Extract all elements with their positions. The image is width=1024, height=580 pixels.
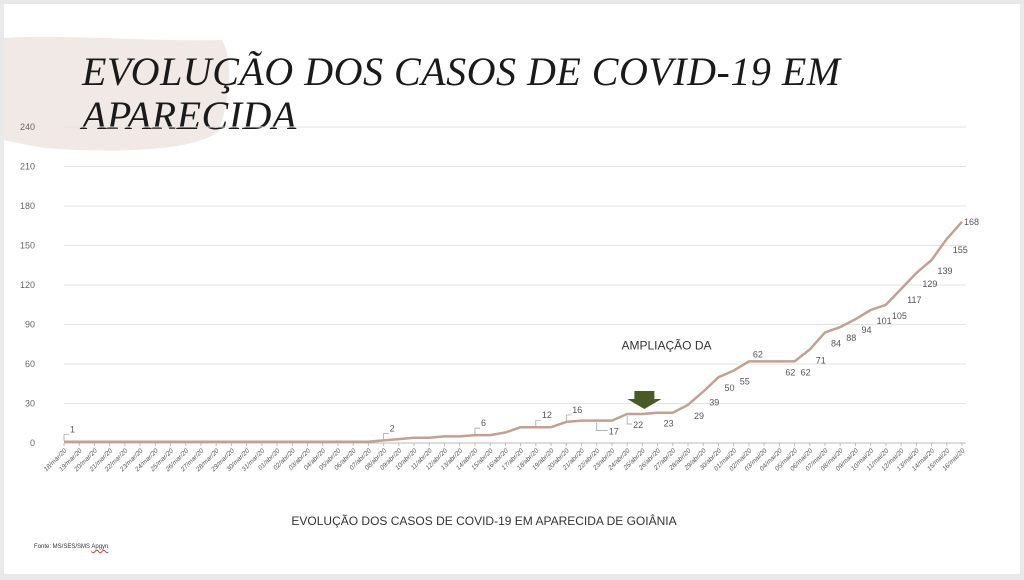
data-label: 139 xyxy=(938,266,953,276)
arrow-down-icon xyxy=(627,391,662,410)
data-label: 23 xyxy=(664,419,674,429)
y-tick-label: 210 xyxy=(20,162,35,172)
data-label-leader xyxy=(383,433,389,440)
data-label-leader xyxy=(565,414,572,421)
data-label: 22 xyxy=(633,420,643,430)
y-tick-label: 0 xyxy=(30,438,35,448)
data-label: 88 xyxy=(846,333,856,343)
data-label: 62 xyxy=(785,367,795,377)
data-label: 62 xyxy=(753,349,763,359)
y-tick-label: 120 xyxy=(20,280,35,290)
data-label-leader xyxy=(626,416,633,425)
source-note: Fonte: MS/SES/SMS Apgyn xyxy=(34,544,108,550)
data-label: 105 xyxy=(892,311,907,321)
data-label: 155 xyxy=(953,245,968,255)
data-label: 17 xyxy=(609,427,619,437)
data-label: 55 xyxy=(740,377,750,387)
data-label: 12 xyxy=(542,410,552,420)
data-label-leader xyxy=(474,427,480,435)
data-label: 84 xyxy=(831,338,841,348)
data-label: 29 xyxy=(694,411,704,421)
series-line-cases xyxy=(64,220,963,443)
data-label: 71 xyxy=(816,356,826,366)
data-label: 2 xyxy=(390,423,395,433)
data-label: 39 xyxy=(709,398,719,408)
data-label: 16 xyxy=(572,405,582,415)
data-label: 50 xyxy=(724,383,734,393)
y-tick-label: 90 xyxy=(25,320,35,330)
chart-grid xyxy=(64,126,966,444)
source-suffix: Apgyn xyxy=(91,544,109,550)
y-tick-label: 240 xyxy=(20,122,35,132)
source-prefix: Fonte: MS/SES/SMS xyxy=(34,544,91,550)
data-label-leader xyxy=(63,434,69,441)
y-tick-label: 60 xyxy=(25,359,35,369)
slide: EVOLUÇÃO DOS CASOS DE COVID-19 EM APAREC… xyxy=(4,4,1020,574)
chart-title: EVOLUÇÃO DOS CASOS DE COVID-19 EM APAREC… xyxy=(291,514,677,528)
data-label-leader xyxy=(596,422,608,431)
data-label: 168 xyxy=(964,217,979,227)
data-label: 6 xyxy=(481,418,486,428)
y-tick-label: 150 xyxy=(20,241,35,251)
y-axis-ticks: 0 30 60 90 120 150 180 210 240 xyxy=(20,122,35,448)
data-label: 129 xyxy=(922,279,937,289)
slide-title: EVOLUÇÃO DOS CASOS DE COVID-19 EM APAREC… xyxy=(82,49,841,138)
data-label-leader xyxy=(535,419,541,427)
decorative-brush-stroke xyxy=(4,36,230,151)
data-label: 101 xyxy=(877,316,892,326)
data-label: 94 xyxy=(861,325,871,335)
x-axis-ticks: 18/mar/2019/mar/2020/mar/2021/mar/2022/m… xyxy=(43,443,967,474)
data-label: 117 xyxy=(907,295,921,305)
y-tick-label: 30 xyxy=(25,399,35,409)
data-label: 1 xyxy=(70,425,75,435)
data-label: 62 xyxy=(801,367,811,377)
y-tick-label: 180 xyxy=(20,201,35,211)
annotation-ampliacao: AMPLIAÇÃO DA xyxy=(621,339,711,353)
